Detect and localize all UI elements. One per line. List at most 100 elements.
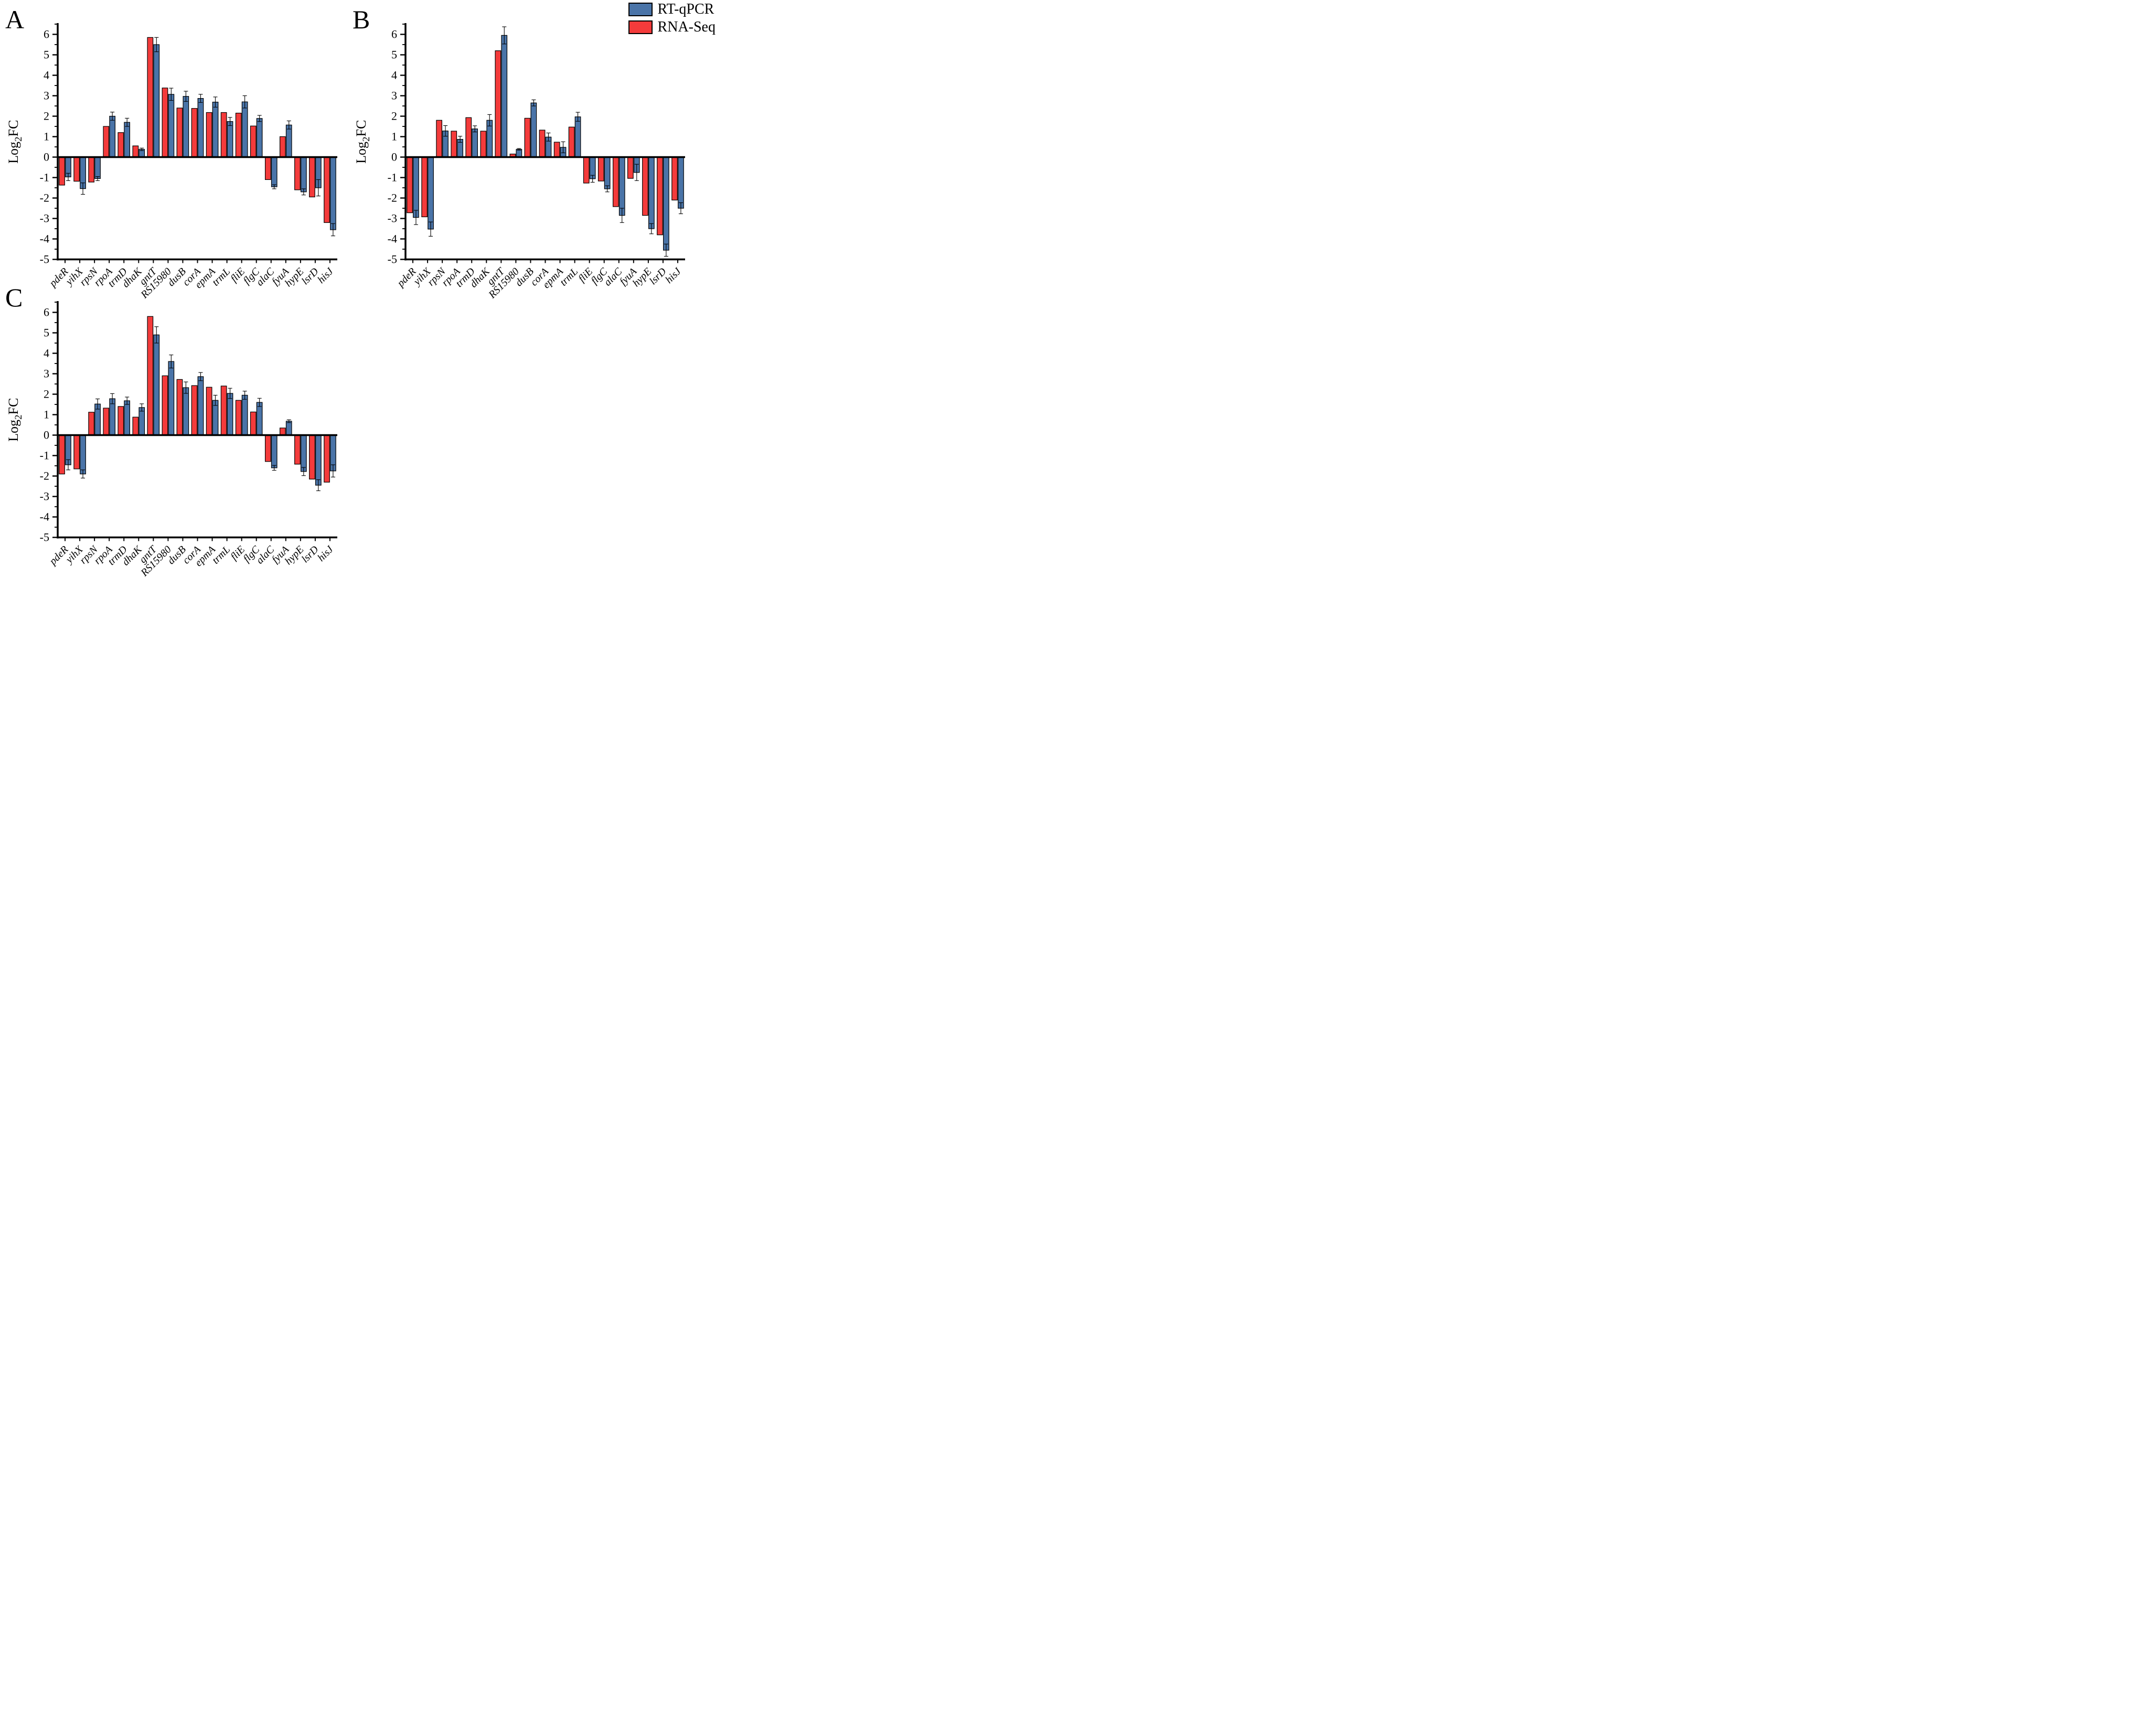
bar-RNA-Seq-corA <box>539 130 546 158</box>
y-tick-label: -4 <box>40 510 49 523</box>
panel-label-c: C <box>5 283 23 312</box>
error-bar-epmA <box>213 97 218 108</box>
bar-RT-qPCR-fliE <box>241 394 248 436</box>
bar-chart-panel-b: -5-4-3-2-10123456pdeRyihXrpsNrpoAtrmDdha… <box>354 23 685 301</box>
bar-RNA-Seq-trmD <box>118 406 124 436</box>
legend-item-rnaseq: RNA-Seq <box>628 20 716 35</box>
bar-RT-qPCR-RS15980 <box>516 149 522 158</box>
bar-RT-qPCR-yihX <box>80 434 86 475</box>
bar-RNA-Seq-hisJ <box>671 156 678 201</box>
y-tick-label: 5 <box>44 48 49 61</box>
error-bar-trmD <box>125 117 130 127</box>
bar-RNA-Seq-dhaK <box>132 145 139 158</box>
bar-RNA-Seq-rpsN <box>88 156 94 183</box>
bar-RNA-Seq-hisJ <box>324 434 330 483</box>
error-bar-rpoA <box>110 393 115 404</box>
error-bar-fyuA <box>286 120 291 130</box>
y-tick-label: 1 <box>44 408 49 421</box>
bar-RT-qPCR-trmL <box>227 121 233 158</box>
x-category-label-hisJ: hisJ <box>315 543 336 564</box>
error-bar-fyuA <box>286 419 291 423</box>
bar-RT-qPCR-gntT <box>153 44 160 158</box>
bar-RNA-Seq-hypE <box>642 156 648 216</box>
panel-label-b: B <box>353 5 370 34</box>
bar-RNA-Seq-epmA <box>206 112 212 158</box>
error-bar-hypE <box>649 223 654 234</box>
y-tick-label: 6 <box>44 306 49 319</box>
bar-RT-qPCR-trmD <box>472 129 478 158</box>
error-bar-corA <box>546 132 551 142</box>
bar-chart-panel-a: -5-4-3-2-10123456pdeRyihXrpsNrpoAtrmDdha… <box>6 23 337 301</box>
panel-label-a: A <box>5 5 25 34</box>
bar-RT-qPCR-dusB <box>183 387 189 436</box>
bar-RT-qPCR-hisJ <box>330 156 336 230</box>
error-bar-trmL <box>228 388 232 399</box>
error-bar-dhaK <box>140 147 144 151</box>
bar-RNA-Seq-rpsN <box>436 120 442 158</box>
bar-RT-qPCR-alaC <box>271 156 277 187</box>
error-bar-pdeR <box>66 173 70 181</box>
y-tick-label: 2 <box>391 110 397 123</box>
bar-RNA-Seq-corA <box>191 108 198 158</box>
bar-RNA-Seq-pdeR <box>407 156 413 213</box>
bar-RNA-Seq-corA <box>191 385 198 436</box>
y-tick-label: -2 <box>388 191 397 205</box>
bar-RNA-Seq-alaC <box>613 156 619 207</box>
bar-RT-qPCR-trmD <box>124 122 130 158</box>
bar-RNA-Seq-lsrD <box>309 434 315 480</box>
error-bar-dusB <box>531 99 536 106</box>
error-bar-flgC <box>257 398 262 407</box>
bar-RT-qPCR-RS15980 <box>168 94 175 158</box>
y-tick-label: 3 <box>44 367 49 380</box>
error-bar-yihX <box>81 469 86 478</box>
y-tick-label: -3 <box>40 212 49 225</box>
error-bar-dhaK <box>487 114 492 126</box>
error-bar-rpoA <box>110 112 115 121</box>
y-tick-label: 0 <box>391 151 397 164</box>
bar-RNA-Seq-rpsN <box>88 412 94 436</box>
error-bar-dusB <box>184 91 188 102</box>
error-bar-trmD <box>125 397 130 405</box>
error-bar-lsrD <box>664 243 668 257</box>
error-bar-hisJ <box>678 202 683 215</box>
error-bar-fliE <box>590 175 595 183</box>
bar-RT-qPCR-flgC <box>256 402 263 436</box>
bar-RNA-Seq-yihX <box>73 156 80 182</box>
error-bar-corA <box>198 372 203 381</box>
error-bar-dusB <box>184 381 188 394</box>
legend: RT-qPCR RNA-Seq <box>628 2 716 35</box>
error-bar-dhaK <box>140 403 144 412</box>
bar-RNA-Seq-dusB <box>176 108 183 158</box>
bar-RT-qPCR-trmL <box>574 116 581 158</box>
y-tick-label: 4 <box>44 69 49 82</box>
bar-RNA-Seq-trmD <box>118 132 124 158</box>
y-tick-label: 1 <box>44 130 49 143</box>
bar-RT-qPCR-fliE <box>241 101 248 158</box>
bar-RNA-Seq-fyuA <box>627 156 634 179</box>
error-bar-epmA <box>213 394 218 406</box>
error-bar-rpsN <box>95 398 100 410</box>
bar-RNA-Seq-fyuA <box>279 428 286 436</box>
bar-RNA-Seq-yihX <box>421 156 428 218</box>
error-bar-rpsN <box>95 176 100 181</box>
y-tick-label: 5 <box>391 48 397 61</box>
bar-RT-qPCR-flgC <box>604 156 611 189</box>
error-bar-epmA <box>561 141 565 153</box>
bar-RNA-Seq-hypE <box>294 434 301 465</box>
error-bar-fliE <box>242 95 247 109</box>
bar-RT-qPCR-gntT <box>501 35 508 158</box>
bar-RNA-Seq-dhaK <box>480 131 487 158</box>
y-tick-label: -4 <box>388 232 397 245</box>
y-tick-label: -5 <box>40 531 49 544</box>
bar-RNA-Seq-flgC <box>597 156 604 181</box>
y-tick-label: -3 <box>388 212 397 225</box>
bar-RNA-Seq-alaC <box>265 156 271 180</box>
y-tick-label: 2 <box>44 388 49 401</box>
bar-RT-qPCR-dusB <box>183 96 189 158</box>
error-bar-yihX <box>81 183 86 195</box>
error-bar-fyuA <box>634 164 639 181</box>
bar-RNA-Seq-trmL <box>568 126 575 158</box>
bar-RNA-Seq-yihX <box>73 434 80 469</box>
bar-RNA-Seq-pdeR <box>59 434 65 475</box>
bar-RT-qPCR-hypE <box>300 156 307 193</box>
